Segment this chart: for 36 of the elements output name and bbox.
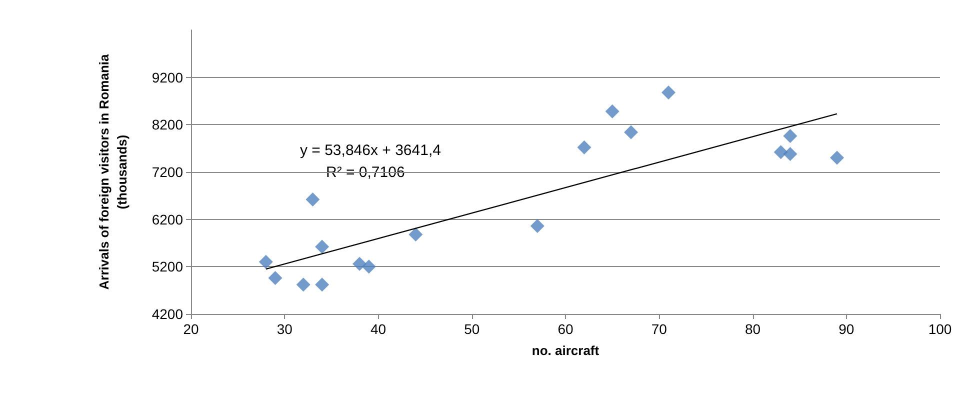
point: [530, 218, 544, 233]
point: [268, 271, 282, 286]
x-tick-label: 30: [276, 321, 293, 337]
point: [577, 140, 592, 154]
y-tick-label: 7200: [152, 164, 184, 180]
x-tick-label: 50: [464, 321, 480, 337]
y-tick-label: 9200: [152, 69, 184, 86]
point: [783, 147, 798, 162]
point: [352, 256, 367, 271]
y-axis-title: Arrivals of foreign visitors in Romania (thousands): [96, 53, 130, 290]
y-tick-label: 4200: [152, 306, 184, 322]
x-tick-label: 90: [838, 321, 854, 337]
x-tick-label: 60: [558, 321, 574, 337]
y-tick-label: 6200: [152, 211, 184, 228]
y-tick-label: 8200: [152, 116, 184, 133]
x-tick-label: 70: [651, 321, 668, 337]
point: [315, 240, 330, 254]
point: [783, 129, 798, 144]
x-tick-label: 20: [183, 321, 199, 337]
x-tick-label: 80: [744, 321, 761, 337]
point: [258, 254, 273, 269]
point: [661, 85, 676, 100]
y-tick-label: 5200: [152, 258, 184, 275]
x-tick-label: 40: [370, 321, 386, 337]
point: [408, 227, 423, 242]
point: [296, 278, 310, 292]
point: [306, 192, 320, 206]
point: [774, 145, 788, 160]
point: [362, 260, 376, 274]
point: [605, 104, 620, 118]
point: [315, 278, 330, 292]
x-axis-title: no. aircraft: [532, 343, 600, 358]
x-tick-label: 100: [928, 321, 952, 337]
point: [624, 125, 638, 140]
annotation: y = 53,846x + 3641,4: [300, 142, 441, 159]
point: [830, 150, 844, 165]
